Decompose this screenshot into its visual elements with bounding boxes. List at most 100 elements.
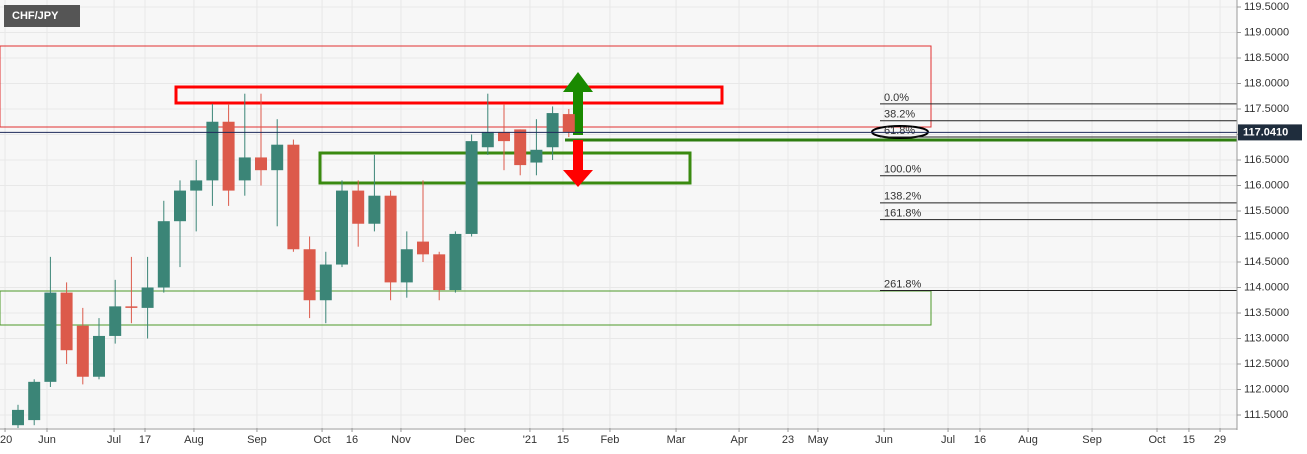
candle-body [12, 409, 24, 426]
candle-body [190, 180, 203, 191]
y-tick-label: 114.5000 [1244, 256, 1289, 268]
y-tick-label: 116.0000 [1244, 179, 1289, 191]
candle-body [481, 131, 494, 148]
candle-body [352, 190, 365, 224]
resistance-zone [0, 45, 932, 128]
candle-body [465, 141, 478, 234]
fibonacci: 0.0% 38.2% 61.8% 100.0% 138.2% 161.8% 261.8% [880, 92, 1237, 292]
x-tick-label: Nov [391, 434, 411, 446]
candle-body [319, 264, 332, 301]
y-tick-label: 117.5000 [1244, 103, 1289, 115]
x-tick-label: Jun [38, 434, 56, 446]
y-tick-label: 119.0000 [1244, 26, 1289, 38]
last-price-label: 117.0410 [1243, 126, 1288, 138]
x-tick-label: Jul [941, 434, 955, 446]
y-tick-label: 115.5000 [1244, 205, 1289, 217]
x-tick-label: 16 [974, 434, 986, 446]
candle-body [60, 292, 73, 351]
x-tick-label: 16 [346, 434, 358, 446]
candle-body [141, 287, 154, 308]
candle-body [222, 121, 235, 191]
fib-label: 0.0% [884, 92, 909, 104]
candle-body [238, 157, 251, 181]
y-tick-label: 118.0000 [1244, 77, 1289, 89]
candle-body [417, 241, 429, 255]
x-tick-label: Dec [455, 434, 475, 446]
x-tick-label: Feb [600, 434, 619, 446]
up-arrow-head [563, 72, 593, 92]
x-tick-label: 29 [1214, 434, 1226, 446]
candles [12, 93, 575, 428]
candle-body [287, 144, 300, 250]
x-tick-label: Aug [184, 434, 204, 446]
x-tick-label: May [808, 434, 829, 446]
y-tick-label: 111.5000 [1244, 409, 1288, 421]
x-tick-label: 15 [557, 434, 569, 446]
candle-body [157, 221, 170, 288]
x-tick-label: Apr [730, 434, 747, 446]
grid [0, 0, 1237, 428]
candle-body [433, 254, 446, 291]
x-tick-label: Jun [875, 434, 893, 446]
fib-label: 138.2% [884, 191, 922, 203]
x-tick-label: 23 [782, 434, 794, 446]
y-tick-label: 114.0000 [1244, 281, 1289, 293]
candle-body [336, 190, 348, 265]
x-tick-label: '21 [523, 434, 537, 446]
candle-body [174, 190, 186, 222]
candle-body [206, 121, 219, 181]
candle-body [546, 113, 559, 148]
y-tick-label: 118.5000 [1244, 52, 1289, 64]
candle-body [384, 195, 397, 283]
fib-label: 261.8% [884, 278, 922, 290]
y-tick-label: 112.0000 [1244, 383, 1289, 395]
x-tick-label: Sep [247, 434, 267, 446]
chart-title: CHF/JPY [12, 10, 59, 22]
y-tick-label: 116.5000 [1244, 154, 1289, 166]
candle-body [76, 325, 89, 377]
x-tick-label: Aug [1018, 434, 1038, 446]
candle-body [28, 381, 41, 421]
x-tick-label: Jul [107, 434, 121, 446]
candle-body [449, 233, 462, 291]
candle-body [498, 131, 510, 142]
y-tick-label: 119.5000 [1244, 1, 1289, 13]
candle-body [255, 157, 267, 171]
y-tick-label: 112.5000 [1244, 358, 1289, 370]
fib-label: 100.0% [884, 164, 922, 176]
candle-body [514, 129, 527, 166]
candle-body [125, 306, 138, 308]
x-tick-label: '20 [0, 434, 12, 446]
fib-label: 61.8% [884, 125, 915, 137]
candle-body [93, 335, 105, 377]
resistance-box [174, 85, 724, 105]
drawings [0, 45, 1237, 326]
x-tick-label: Mar [667, 434, 686, 446]
candle-body [368, 195, 381, 224]
support-box [318, 151, 692, 185]
down-arrow-head [563, 170, 593, 187]
plot-background [0, 0, 1237, 428]
y-tick-label: 113.5000 [1244, 307, 1289, 319]
candle-body [109, 306, 122, 336]
y-tick-label: 115.0000 [1244, 230, 1289, 242]
candle-body [562, 114, 575, 132]
fib-label: 38.2% [884, 109, 915, 121]
candle-body [303, 249, 316, 301]
candle-body [400, 249, 413, 283]
last-price-box [1238, 124, 1302, 141]
title-box [4, 5, 80, 27]
candle-body [44, 292, 57, 382]
x-tick-label: Oct [1148, 434, 1165, 446]
x-tick-label: 15 [1183, 434, 1195, 446]
x-tick-label: Sep [1082, 434, 1102, 446]
candle-body [271, 144, 284, 171]
candle-body [530, 149, 543, 163]
fib-label: 161.8% [884, 208, 922, 220]
support-zone [0, 290, 932, 326]
x-tick-label: Oct [314, 434, 331, 446]
axes: 111.5000 112.0000 112.5000 113.0000 113.5000… [0, 0, 1302, 446]
y-tick-label: 113.0000 [1244, 332, 1289, 344]
x-tick-label: 17 [139, 434, 151, 446]
